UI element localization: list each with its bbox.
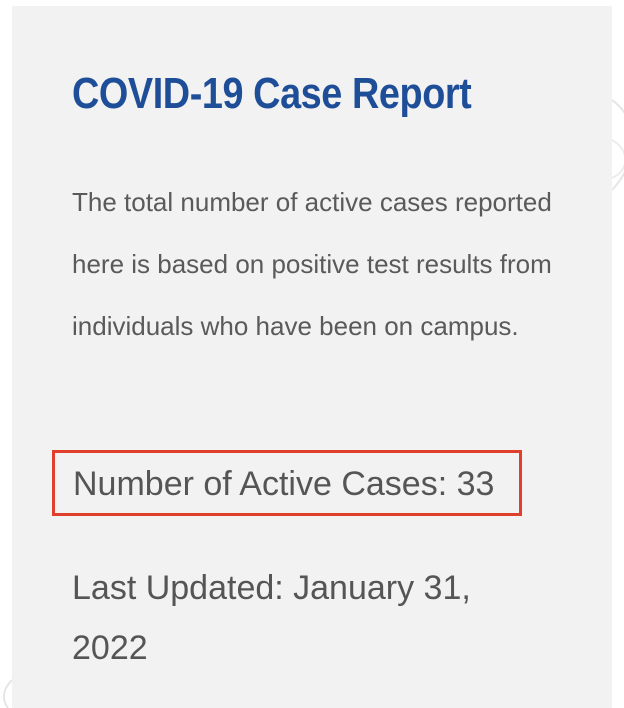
report-description: The total number of active cases reporte… [72, 187, 552, 341]
page-title: COVID-19 Case Report [72, 69, 472, 118]
decorative-curve [611, 99, 624, 191]
case-report-card: COVID-19 Case Report The total number of… [12, 6, 612, 708]
decorative-curve [611, 139, 624, 179]
last-updated-text: Last Updated: January 31, 2022 [72, 569, 471, 667]
active-cases-highlight: Number of Active Cases: 33 [52, 450, 522, 516]
decorative-curve [2, 679, 13, 708]
